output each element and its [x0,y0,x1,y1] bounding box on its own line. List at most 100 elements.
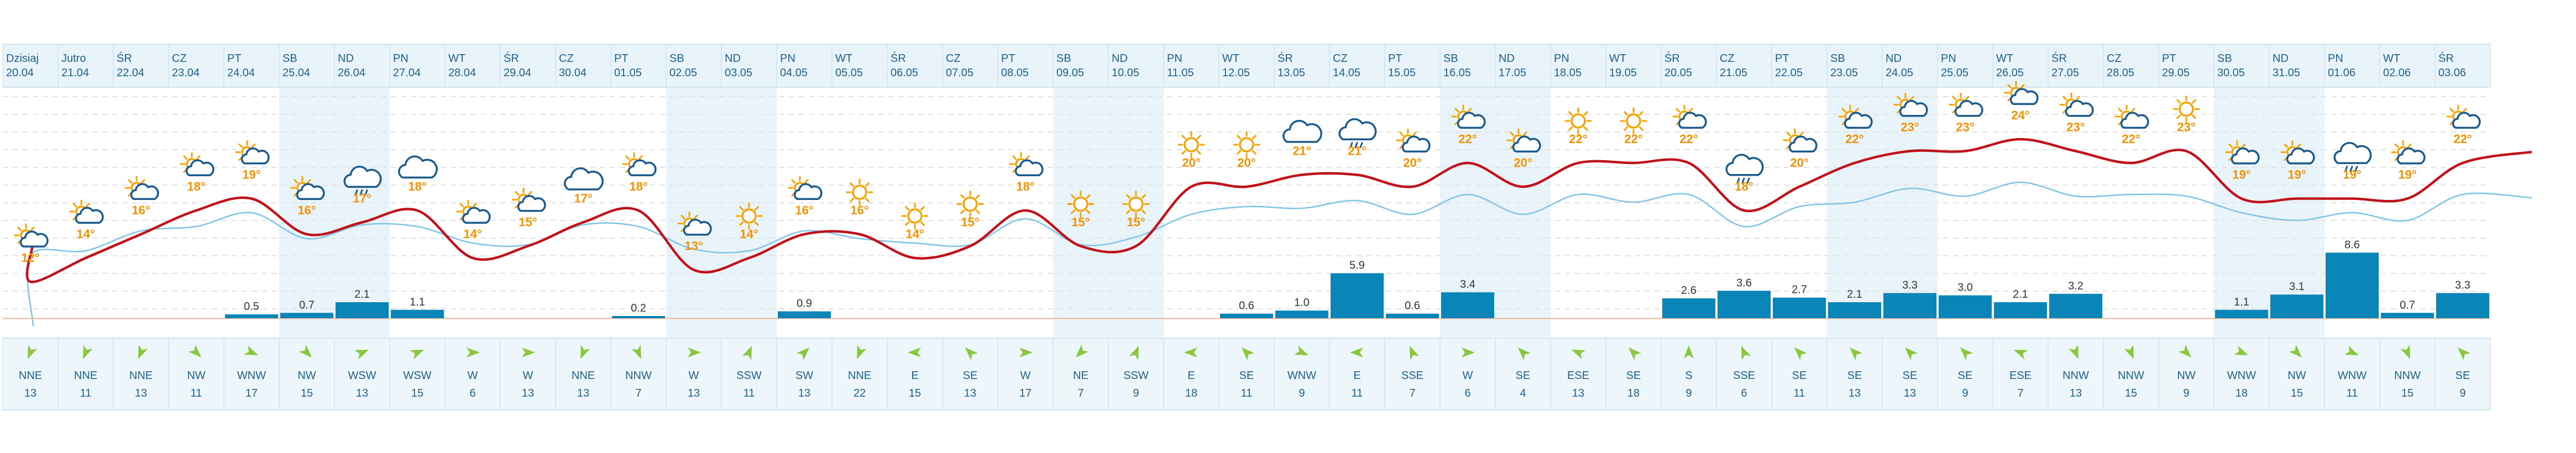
sun-disc [1184,137,1199,152]
sun-shape [901,202,929,230]
weekend-column [666,87,721,337]
wind-arrow-icon [1241,347,1255,361]
rain-drop [359,189,363,196]
wind-arrow-icon [2178,344,2192,358]
sun-ray [459,203,464,208]
header-date-label: 20.04 [6,67,34,79]
wind-direction-label: E [1353,370,1360,382]
temperature-label: 21° [1292,144,1311,158]
wind-arrow-icon [2124,345,2134,360]
rain-drop [1349,142,1353,148]
partly-cloudy-icon [1396,128,1431,152]
wind-arrow-shape [1129,345,1139,360]
sun-ray [960,209,965,214]
temperature-label: 18° [1735,180,1753,193]
sun-ray [2296,143,2301,148]
cloud-shape [240,147,270,165]
wind-arrow-icon [2289,344,2302,358]
partly-cloudy-icon [2059,93,2094,117]
sun-ray [1854,108,1859,113]
wind-speed-label: 11 [2347,387,2358,399]
wind-arrow-shape [138,345,148,360]
header-date-label: 08.05 [1001,67,1029,79]
sun-ray [72,203,77,208]
temperature-label: 13° [684,239,703,253]
header-day-label: WT [1996,52,2013,65]
wind-speed-label: 11 [1794,387,1805,399]
sun-shape [2172,96,2200,123]
sun-ray [1952,96,1957,101]
weekend-column [334,87,390,337]
temperature-label: 16° [297,203,316,217]
sun-ray [1237,150,1242,155]
precip-bar [1994,302,2047,318]
cloud-shape [2286,147,2315,165]
cloud-shape [1954,99,1983,117]
sun-ray [905,221,910,226]
sun-icon [846,178,873,206]
sun-ray [1012,155,1017,160]
wind-arrow-icon [467,347,480,357]
sun-ray [2062,96,2067,101]
precip-label: 0.6 [1239,300,1254,312]
sun-ray [527,191,532,196]
precip-label: 1.1 [410,296,425,308]
wind-arrow-icon [1129,345,1139,360]
wind-speed-label: 9 [1299,387,1305,399]
precip-bar [2326,252,2379,318]
header-date-label: 22.05 [1775,67,1803,79]
header-day-label: PN [1941,52,1956,65]
partly-cloudy-icon [14,223,49,247]
wind-arrow-icon [580,345,590,360]
temperature-label: 16° [132,203,150,217]
wind-arrow-shape [965,347,978,361]
temperature-label: 15° [519,215,537,229]
temperature-label: 22° [1458,132,1477,146]
header-day-label: PN [1167,52,1182,65]
wind-arrow-shape [2400,345,2410,360]
sun-ray [1412,131,1417,136]
header-day-label: ND [1112,52,1128,65]
temperature-label: 18° [408,180,426,193]
wind-speed-label: 4 [1520,387,1526,399]
sun-ray [472,203,477,208]
wind-direction-label: E [911,370,918,382]
header-day-label: PT [227,52,242,65]
precip-label: 3.4 [1460,278,1475,291]
wind-arrow-icon [1075,344,1089,358]
wind-arrow-shape [467,347,480,357]
precip-bar [778,311,831,318]
wind-arrow-shape [2069,345,2078,360]
wind-speed-label: 13 [577,387,589,399]
header-day-label: PN [1554,52,1569,65]
header-date-label: 16.05 [1443,67,1471,79]
wind-arrow-icon [1019,347,1033,357]
wind-direction-label: WSW [403,370,431,382]
header-day-label: CZ [1333,52,1348,65]
sun-ray [920,206,925,211]
sun-ray [739,221,744,226]
header-day-label: ŚR [1664,51,1680,65]
temperature-label: 17° [574,192,592,206]
precip-label: 2.7 [1792,284,1807,296]
sun-ray [1071,209,1076,214]
precip-bar [1773,297,1826,318]
sun-ray [1181,135,1186,140]
header-date-label: 12.05 [1222,67,1250,79]
rain-drop [1746,177,1750,184]
header-day-label: ND [338,52,354,65]
temperature-label: 19° [2343,168,2361,182]
precip-bar [1441,292,1494,318]
wind-arrow-shape [1628,347,1642,361]
temperature-label: 15° [961,215,979,229]
wind-arrow-shape [1517,347,1531,361]
cloud-shape [683,218,712,236]
precip-bar [2215,309,2268,318]
header-day-label: SB [1830,52,1845,65]
header-date-label: 09.05 [1056,67,1084,79]
temperature-line [25,138,2532,283]
wind-arrow-shape [1462,347,1475,357]
wind-direction-label: NW [187,370,205,382]
sun-icon [1067,191,1095,218]
sun-ray [2394,143,2399,148]
